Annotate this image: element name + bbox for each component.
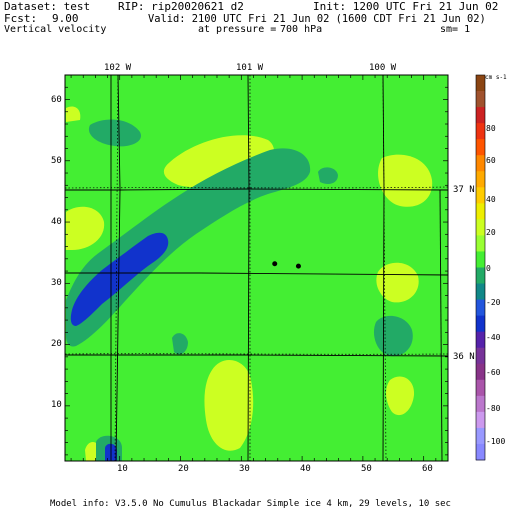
county-line [115, 75, 121, 461]
colorbar-frame [475, 74, 486, 461]
colorbar-swatch [476, 91, 485, 108]
updraft-patch [204, 359, 254, 451]
y-tick-label: 20 [51, 339, 62, 349]
x-tick-label: 30 [239, 464, 250, 474]
fcst-value: 9.00 [52, 12, 79, 25]
colorbar-label: 40 [486, 195, 496, 204]
colorbar-swatch [476, 235, 485, 252]
fcst-label: Fcst: [4, 12, 38, 25]
station-dot [272, 261, 278, 267]
colorbar-swatch [476, 107, 485, 124]
model-info: Model info: V3.5.0 No Cumulus Blackadar … [50, 499, 451, 509]
y-tick-label: 40 [51, 217, 62, 227]
updraft-patch [66, 106, 81, 122]
colorbar-swatch [476, 331, 485, 349]
strong-downdraft-core [70, 232, 169, 326]
colorbar-swatch [476, 171, 485, 188]
colorbar-swatch [476, 283, 485, 300]
downdraft-patch [88, 119, 141, 147]
lat-label: 36 N [453, 352, 475, 362]
colorbar-label: -40 [486, 333, 501, 342]
colorbar-swatch [476, 347, 485, 365]
state-line [65, 272, 448, 276]
x-tick-label: 60 [422, 464, 433, 474]
y-tick-label: 60 [51, 95, 62, 105]
colorbar-label: -80 [486, 404, 501, 413]
colorbar-label: -60 [486, 368, 501, 377]
updraft-patch [376, 262, 419, 303]
colorbar-swatch [476, 267, 485, 284]
colorbar-label: 20 [486, 228, 496, 237]
colorbar-swatch [476, 363, 485, 381]
county-line [247, 75, 250, 461]
colorbar-swatch [476, 139, 485, 156]
colorbar-swatch [476, 187, 485, 204]
rip-label: RIP: rip20020621 d2 [118, 0, 244, 13]
lon-label: 100 W [369, 63, 397, 73]
lon-label: 101 W [236, 63, 264, 73]
county-line [439, 189, 443, 461]
colorbar-swatch [476, 203, 485, 220]
colorbar-label: 0 [486, 264, 491, 273]
colorbar-swatch [476, 427, 485, 445]
colorbar-label: 60 [486, 156, 496, 165]
lat-label: 37 N [453, 185, 475, 195]
plot-frame [64, 74, 449, 462]
pressure-value: 700 hPa [280, 24, 323, 35]
downdraft-patch [172, 333, 188, 355]
y-tick-label: 50 [51, 156, 62, 166]
dataset-label: Dataset: test [4, 0, 91, 13]
station-markers [272, 261, 301, 269]
colorbar-label: 80 [486, 124, 496, 133]
colorbar-swatch [476, 411, 485, 429]
x-tick-label: 40 [300, 464, 311, 474]
state-line [65, 188, 448, 191]
colorbar-swatch [476, 443, 485, 461]
lon-label: 102 W [104, 63, 132, 73]
colorbar-swatch [476, 379, 485, 397]
sm-label: sm= 1 [440, 24, 471, 35]
axis-ticks [65, 74, 449, 461]
x-tick-label: 20 [178, 464, 189, 474]
y-tick-label: 30 [51, 278, 62, 288]
colorbar-swatch [476, 75, 485, 92]
updraft-patch [378, 154, 433, 207]
x-tick-label: 50 [361, 464, 372, 474]
colorbar-swatch [476, 123, 485, 140]
y-tick-label: 10 [51, 400, 62, 410]
init-label: Init: 1200 UTC Fri 21 Jun 02 [313, 0, 499, 13]
x-tick-label: 10 [117, 464, 128, 474]
downdraft-patch [318, 167, 338, 184]
colorbar-swatch [476, 219, 485, 236]
valid-label: Valid: 2100 UTC Fri 21 Jun 02 (1600 CDT … [148, 13, 486, 25]
colorbar-swatch [476, 251, 485, 268]
colorbar-label: -100 [486, 437, 506, 446]
latlon-grid [65, 75, 448, 461]
colorbar-swatch [476, 395, 485, 413]
colorbar-unit: cm s-1 [485, 74, 507, 81]
colorbar-swatch [476, 155, 485, 172]
colorbar-label: -20 [486, 298, 501, 307]
colorbar [475, 74, 486, 461]
updraft-patch [66, 206, 105, 250]
pressure-label: at pressure = [198, 24, 277, 35]
station-dot [295, 263, 301, 269]
updraft-patch [386, 376, 415, 416]
colorbar-swatch [476, 299, 485, 317]
velocity-field [65, 75, 448, 461]
colorbar-swatch [476, 315, 485, 333]
field-name: Vertical velocity [4, 24, 107, 35]
